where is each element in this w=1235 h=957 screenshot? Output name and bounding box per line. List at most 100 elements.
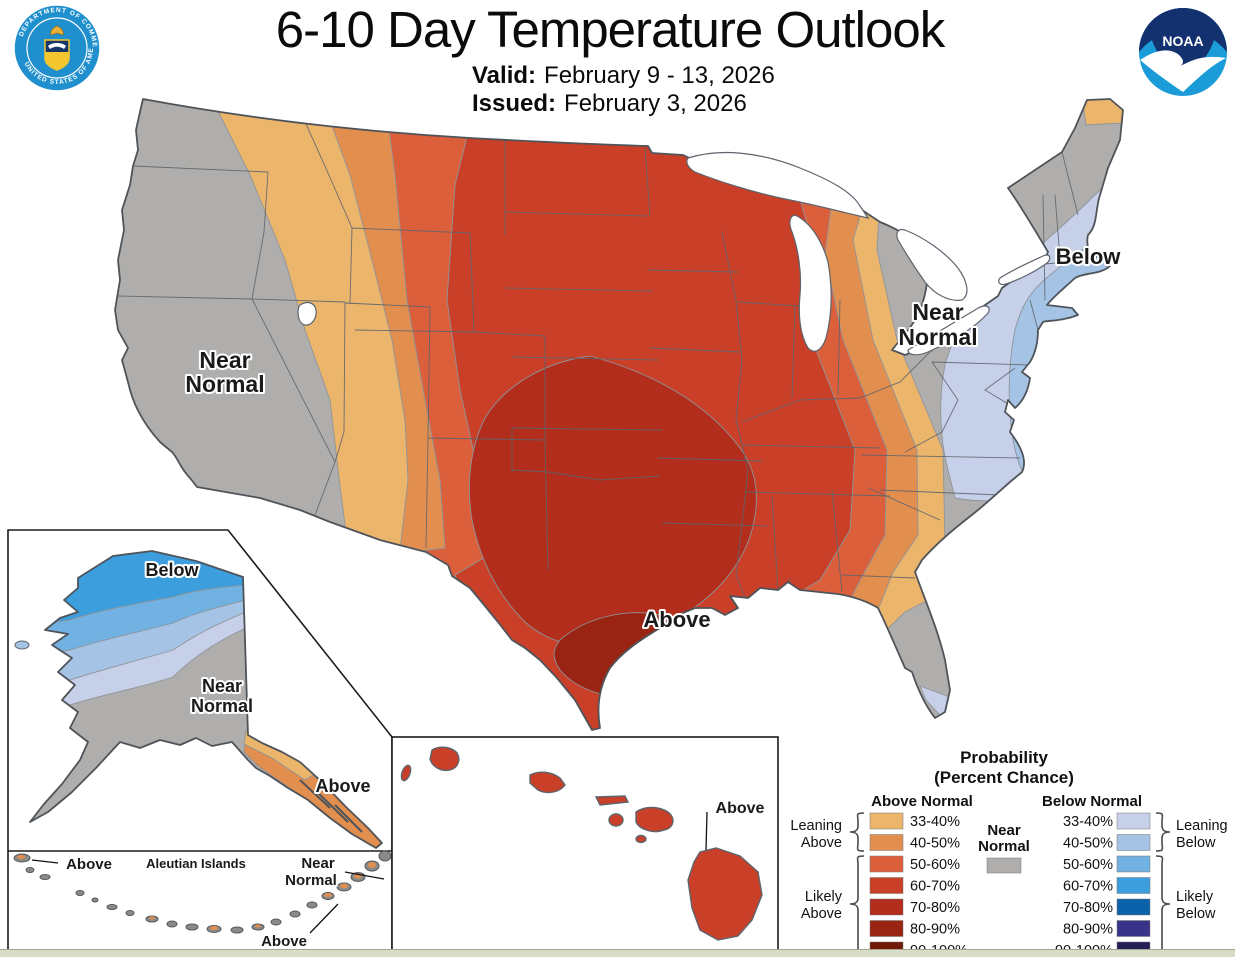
issued-line: Issued: February 3, 2026	[472, 90, 775, 118]
lake-erie	[907, 305, 990, 356]
issued-value: February 3, 2026	[564, 90, 747, 117]
aleutian-label-title: Aleutian Islands	[146, 856, 246, 871]
issued-label: Issued:	[472, 90, 557, 117]
swatch-above-70-80	[869, 898, 904, 916]
alaska-island-west	[14, 640, 30, 650]
page-title: 6-10 Day Temperature Outlook	[275, 1, 945, 58]
legend-above-column	[869, 812, 904, 957]
label-below-40-50: 40-50%	[1063, 836, 1113, 852]
swatch-below-33-40	[1116, 812, 1151, 830]
aleutian-above-bottom-pointer	[309, 903, 339, 934]
brace-likely-above	[849, 855, 865, 957]
label-east-near-normal-1: Near	[912, 299, 963, 325]
island-hawaii-big	[687, 847, 763, 941]
lake-michigan	[789, 214, 832, 352]
valid-line: Valid: February 9 - 13, 2026	[472, 62, 775, 90]
alaska-band-60	[30, 551, 301, 631]
island-maui	[635, 806, 674, 833]
label-above-50-60: 50-60%	[910, 857, 960, 873]
aleutian-islands-above-spots	[17, 855, 376, 930]
lake-ontario	[998, 254, 1051, 286]
alaska-label-near-1: Near	[202, 676, 242, 696]
label-below-60-70: 60-70%	[1063, 879, 1113, 895]
great-salt-lake	[297, 301, 317, 326]
swatch-above-60-70	[869, 877, 904, 894]
legend-side-labels: Leaning Above Likely Above Leaning Below…	[790, 818, 1227, 922]
label-west-near-normal-1: Near	[199, 347, 250, 373]
alaska-outline	[29, 550, 383, 849]
label-likely-above-2: Above	[801, 906, 842, 922]
lake-superior	[686, 151, 870, 219]
panhandle-terrain	[299, 779, 363, 833]
island-niihau	[400, 764, 412, 782]
noaa-logo: NOAA	[1139, 8, 1227, 96]
aleutian-label-near-1: Near	[301, 855, 335, 872]
label-below-80-90: 80-90%	[1063, 922, 1113, 938]
label-above-33-40: 33-40%	[910, 814, 960, 830]
swatch-near-normal	[986, 857, 1022, 874]
island-kauai	[429, 746, 460, 772]
doc-shield-base	[45, 52, 69, 70]
validity-block: Valid: February 9 - 13, 2026 Issued: Febru…	[472, 62, 775, 118]
swatch-below-80-90	[1116, 920, 1151, 937]
island-lanai	[608, 813, 624, 827]
island-molokai	[594, 795, 630, 806]
doc-seal: DEPARTMENT OF COMMERCE UNITED STATES OF …	[0, 0, 101, 92]
swatch-below-60-70	[1116, 877, 1151, 894]
legend-below-labels: 33-40% 40-50% 50-60% 60-70% 70-80% 80-90…	[1055, 814, 1113, 957]
label-east-below: Below	[1056, 244, 1122, 269]
hawaii-label-above: Above	[716, 800, 765, 817]
hawaii-inset: Above	[391, 736, 779, 951]
legend-title-2: (Percent Chance)	[934, 768, 1074, 787]
swatch-above-50-60	[869, 855, 904, 873]
alaska-label-near-2: Normal	[191, 696, 253, 716]
great-lakes	[297, 151, 1051, 356]
label-leaning-below-1: Leaning	[1176, 818, 1228, 834]
legend-above-header: Above Normal	[871, 793, 973, 810]
label-above-60-70: 60-70%	[910, 879, 960, 895]
swatch-below-50-60	[1116, 855, 1151, 873]
legend-above-labels: 33-40% 40-50% 50-60% 60-70% 70-80% 80-90…	[910, 814, 968, 957]
aleutian-label-above-bottom: Above	[261, 933, 307, 950]
label-above-70-80: 70-80%	[910, 900, 960, 916]
alaska-inset: Below Near Normal Above	[7, 529, 393, 952]
hawaii-islands	[400, 746, 763, 941]
legend-near-1: Near	[987, 822, 1021, 839]
doc-ship-icon	[48, 43, 66, 49]
aleutian-near-pointer	[344, 871, 385, 880]
swatch-above-33-40	[869, 812, 904, 830]
aleutian-strip: Above Aleutian Islands Near Normal Above	[13, 850, 392, 952]
label-above-40-50: 40-50%	[910, 836, 960, 852]
aleutian-label-above-left: Above	[66, 856, 112, 873]
doc-eagle-icon	[50, 25, 64, 36]
swatch-below-40-50	[1116, 834, 1151, 851]
aleutian-label-near-2: Normal	[285, 872, 337, 889]
window-bottom-edge	[0, 949, 1235, 957]
legend: Probability (Percent Chance) Above Norma…	[790, 748, 1228, 957]
label-below-33-40: 33-40%	[1063, 814, 1113, 830]
label-leaning-above-1: Leaning	[790, 818, 842, 834]
alaska-label-above: Above	[315, 776, 370, 796]
brace-leaning-below	[1155, 812, 1171, 852]
label-east-near-normal-2: Normal	[898, 324, 977, 350]
valid-label: Valid:	[472, 62, 537, 89]
label-above-80-90: 80-90%	[910, 922, 960, 938]
lake-huron	[896, 228, 968, 301]
brace-likely-below	[1155, 855, 1171, 957]
hawaii-above-pointer	[705, 811, 708, 851]
noaa-logo-text: NOAA	[1162, 33, 1203, 49]
label-likely-below-2: Below	[1176, 906, 1216, 922]
label-below-70-80: 70-80%	[1063, 900, 1113, 916]
swatch-below-70-80	[1116, 898, 1151, 916]
brace-leaning-above	[849, 812, 865, 852]
alaska-label-below: Below	[145, 560, 199, 580]
legend-near-2: Normal	[978, 838, 1030, 855]
label-central-above: Above	[643, 607, 710, 632]
swatch-above-40-50	[869, 834, 904, 851]
label-below-50-60: 50-60%	[1063, 857, 1113, 873]
legend-below-column	[1116, 812, 1151, 957]
label-leaning-below-2: Below	[1176, 835, 1216, 851]
noaa-seagull-icon	[1140, 50, 1226, 92]
label-west-near-normal-2: Normal	[185, 371, 264, 397]
